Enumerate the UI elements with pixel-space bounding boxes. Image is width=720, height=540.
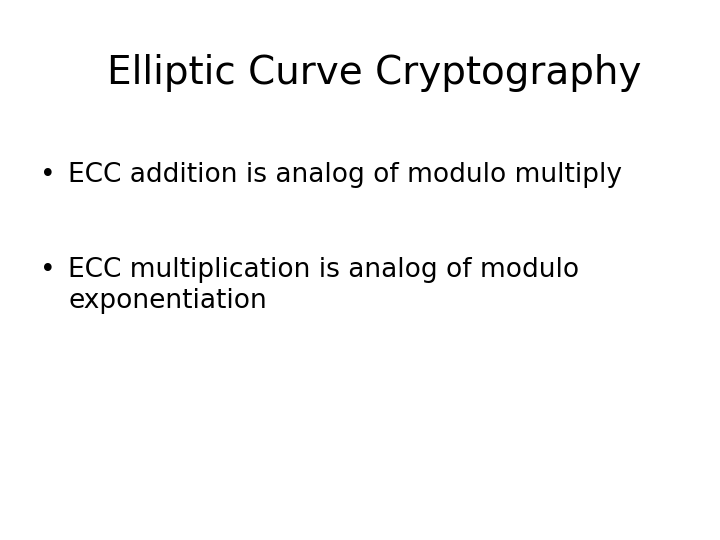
Text: ECC addition is analog of modulo multiply: ECC addition is analog of modulo multipl… bbox=[68, 162, 622, 188]
Text: •: • bbox=[40, 256, 55, 282]
Text: Elliptic Curve Cryptography: Elliptic Curve Cryptography bbox=[107, 54, 642, 92]
Text: •: • bbox=[40, 162, 55, 188]
Text: ECC multiplication is analog of modulo
exponentiation: ECC multiplication is analog of modulo e… bbox=[68, 256, 580, 314]
